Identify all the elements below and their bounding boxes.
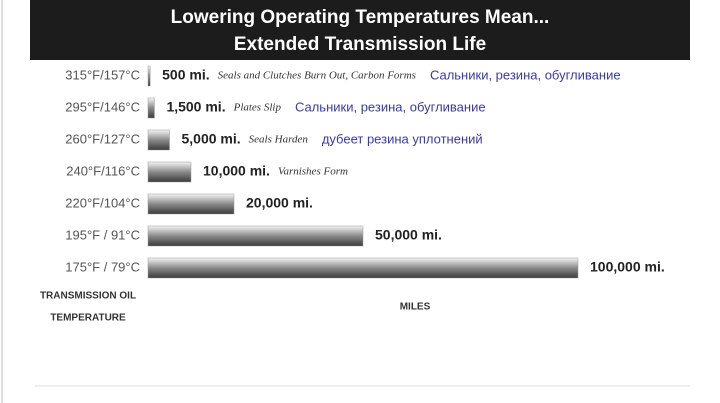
translation: Сальники, резина, обугливание [430,67,621,82]
bar [147,225,364,247]
value-label: 20,000 mi. [246,195,313,211]
bar [147,257,579,279]
chart-title: Lowering Operating Temperatures Mean... [171,7,550,28]
chart-title: Extended Transmission Life [234,34,486,55]
x-axis-label: MILES [400,302,431,313]
value-label: 5,000 mi. [182,131,241,147]
title-band [30,0,690,60]
y-tick-label: 295°F/146°C [65,99,140,114]
bar [147,161,192,183]
y-tick-label: 175°F / 79°C [65,259,140,274]
annotation: Plates Slip [233,102,282,114]
bar [147,129,170,151]
translation: Сальники, резина, обугливание [295,99,486,114]
bar [147,97,155,119]
y-tick-label: 315°F/157°C [65,67,140,82]
annotation: Seals Harden [249,134,309,146]
y-tick-label: 240°F/116°C [66,163,140,178]
y-tick-label: 220°F/104°C [65,195,140,210]
value-label: 100,000 mi. [590,259,665,275]
value-label: 500 mi. [162,67,209,83]
translation: дубеет резина уплотнений [322,131,483,146]
bar [147,193,235,215]
value-label: 50,000 mi. [375,227,442,243]
value-label: 10,000 mi. [203,163,270,179]
y-tick-label: 195°F / 91°C [65,227,140,242]
y-axis-label: TRANSMISSION OIL [40,291,136,302]
annotation: Seals and Clutches Burn Out, Carbon Form… [218,70,416,82]
y-tick-label: 260°F/127°C [65,131,140,146]
y-axis-label: TEMPERATURE [50,313,126,324]
value-label: 1,500 mi. [166,99,225,115]
bar [147,65,151,87]
annotation: Varnishes Form [278,166,348,178]
